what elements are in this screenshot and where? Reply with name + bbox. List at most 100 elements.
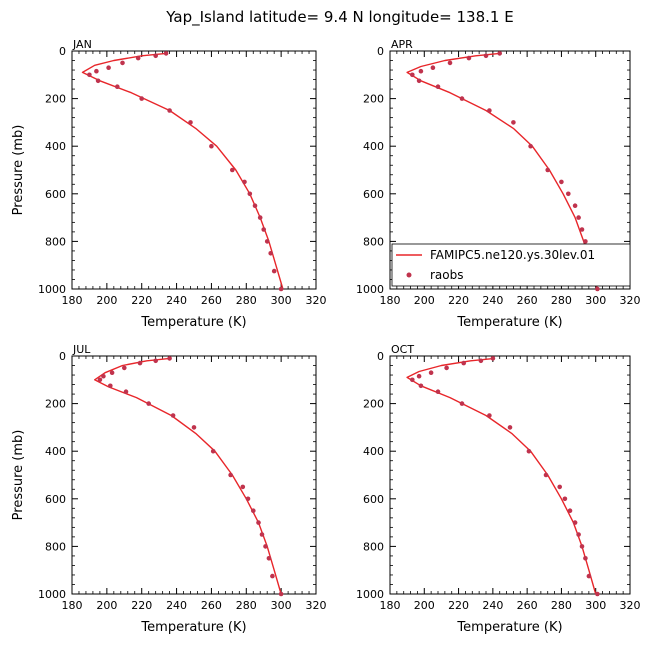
data-point-raobs xyxy=(466,55,472,61)
x-tick-label: 240 xyxy=(482,599,503,612)
legend-label: raobs xyxy=(430,268,464,282)
y-tick-label: 0 xyxy=(59,45,66,58)
legend: FAMIPC5.ne120.ys.30lev.01 raobs xyxy=(391,243,631,287)
x-tick-label: 300 xyxy=(271,599,292,612)
data-point-raobs xyxy=(487,108,492,113)
data-point-raobs xyxy=(416,78,422,84)
data-point-raobs xyxy=(191,425,197,430)
y-tick-label: 0 xyxy=(59,350,66,363)
x-tick-label: 320 xyxy=(620,294,641,307)
data-point-raobs xyxy=(278,286,284,292)
x-tick-label: 240 xyxy=(166,294,187,307)
data-point-raobs xyxy=(87,72,92,78)
y-tick-label: 800 xyxy=(363,540,384,553)
data-point-raobs xyxy=(108,383,113,389)
data-point-raobs xyxy=(242,179,247,185)
panel-label: APR xyxy=(391,38,413,51)
x-tick-label: 180 xyxy=(380,294,401,307)
data-point-raobs xyxy=(97,377,103,383)
data-point-raobs xyxy=(256,520,261,525)
data-point-raobs xyxy=(435,389,441,395)
x-tick-label: 300 xyxy=(585,599,606,612)
x-tick-label: 220 xyxy=(448,599,469,612)
data-point-raobs xyxy=(240,484,246,490)
panel-label: JUL xyxy=(72,343,91,356)
panel-label: OCT xyxy=(391,343,414,356)
data-point-raobs xyxy=(245,496,251,502)
data-point-raobs xyxy=(251,508,256,513)
data-point-raobs xyxy=(170,413,176,418)
main-title: Yap_Island latitude= 9.4 N longitude= 13… xyxy=(165,8,513,27)
series-line-model xyxy=(81,52,284,290)
x-tick-label: 240 xyxy=(482,294,503,307)
y-tick-label: 1000 xyxy=(38,283,66,296)
data-point-raobs xyxy=(543,472,549,478)
y-tick-label: 1000 xyxy=(356,588,384,601)
data-point-raobs xyxy=(566,191,571,197)
x-tick-label: 320 xyxy=(620,599,641,612)
data-point-raobs xyxy=(264,239,270,244)
data-point-raobs xyxy=(109,370,115,376)
y-tick-label: 600 xyxy=(45,188,66,201)
x-tick-label: 280 xyxy=(551,599,572,612)
data-point-raobs xyxy=(418,68,424,74)
data-point-raobs xyxy=(507,425,513,430)
y-tick-label: 200 xyxy=(45,93,66,106)
data-point-raobs xyxy=(123,389,129,395)
y-tick-label: 0 xyxy=(377,350,384,363)
data-point-raobs xyxy=(595,286,600,292)
data-point-raobs xyxy=(572,203,578,208)
data-point-raobs xyxy=(137,360,143,366)
data-point-raobs xyxy=(135,55,141,61)
data-point-raobs xyxy=(579,544,585,549)
data-point-raobs xyxy=(120,60,125,66)
data-point-raobs xyxy=(583,239,588,244)
panel-oct: OCT 180 200 220 240 260 280 300 320 0 200 400 600 800… xyxy=(356,343,641,635)
series-line-model xyxy=(406,52,599,290)
y-tick-label: 800 xyxy=(363,235,384,248)
y-tick-label: 600 xyxy=(45,493,66,506)
data-point-raobs xyxy=(418,383,424,389)
data-point-raobs xyxy=(447,60,453,66)
data-point-raobs xyxy=(122,365,127,371)
data-point-raobs xyxy=(410,377,415,383)
data-point-raobs xyxy=(487,413,492,418)
data-point-raobs xyxy=(416,373,422,379)
x-axis-title: Temperature (K) xyxy=(140,315,246,330)
data-point-raobs xyxy=(167,356,172,361)
x-tick-label: 260 xyxy=(201,294,222,307)
x-tick-label: 200 xyxy=(414,294,435,307)
x-tick-label: 320 xyxy=(306,294,327,307)
x-tick-label: 320 xyxy=(306,599,327,612)
x-tick-label: 280 xyxy=(551,294,572,307)
data-point-raobs xyxy=(101,373,106,379)
legend-box xyxy=(391,243,631,287)
data-point-raobs xyxy=(261,227,267,232)
data-point-raobs xyxy=(263,544,268,549)
x-tick-label: 260 xyxy=(201,599,222,612)
y-tick-label: 800 xyxy=(45,235,66,248)
data-point-raobs xyxy=(444,365,449,371)
series-line-model xyxy=(93,357,282,595)
panel-jul: JUL 180 200 220 240 260 280 300 320 0 200 400 600 800… xyxy=(11,343,327,635)
panel-apr: APR 180 200 220 240 260 280 300 320 0 200 400 600 800… xyxy=(356,38,641,330)
plot-frame xyxy=(389,355,631,595)
plot-frame xyxy=(71,50,317,290)
data-point-raobs xyxy=(188,120,193,125)
data-point-raobs xyxy=(461,360,467,366)
data-point-raobs xyxy=(572,520,578,525)
data-point-raobs xyxy=(167,108,172,113)
data-point-raobs xyxy=(268,251,274,256)
data-point-raobs xyxy=(490,356,496,361)
data-point-raobs xyxy=(228,472,233,478)
y-tick-label: 200 xyxy=(363,398,384,411)
x-tick-label: 200 xyxy=(414,599,435,612)
data-point-raobs xyxy=(576,532,581,537)
x-tick-label: 180 xyxy=(62,599,83,612)
data-point-raobs xyxy=(153,358,158,364)
x-tick-label: 220 xyxy=(131,599,152,612)
y-tick-label: 600 xyxy=(363,493,384,506)
data-point-raobs xyxy=(146,401,151,406)
data-point-raobs xyxy=(163,51,169,56)
